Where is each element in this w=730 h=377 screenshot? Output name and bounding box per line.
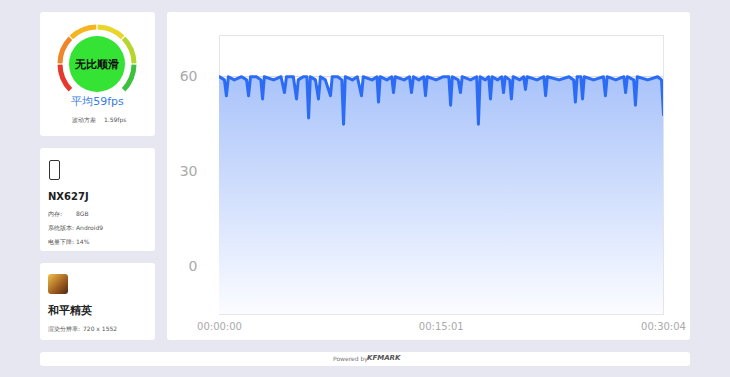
html-text:内存:: 内存:	[48, 210, 62, 217]
svg-text:00:00:00: 00:00:00	[197, 321, 242, 332]
svg-text:60: 60	[180, 68, 198, 84]
svg-text:00:30:04: 00:30:04	[641, 321, 686, 332]
svg-text:30: 30	[180, 163, 198, 179]
svg-text:00:15:01: 00:15:01	[419, 321, 464, 332]
html-text:和平精英: 和平精英	[48, 304, 92, 317]
html-text:1.59fps: 1.59fps	[104, 116, 127, 123]
html-text:系统版本: Android9: 系统版本: Android9	[48, 224, 103, 231]
svg-text:无比顺滑: 无比顺滑	[74, 58, 119, 71]
html-text:平均59fps: 平均59fps	[71, 95, 124, 108]
svg-text:0: 0	[189, 258, 198, 274]
html-text:波动方差: 波动方差	[72, 116, 96, 123]
html-text:电量下降: 14%: 电量下降: 14%	[48, 238, 90, 245]
html-text:NX627J: NX627J	[48, 191, 89, 202]
html-text:渲染分辨率:: 渲染分辨率:	[48, 325, 80, 332]
html-text:8GB: 8GB	[76, 210, 89, 217]
html-text:Powered by KFMARK: Powered by KFMARK	[333, 354, 401, 362]
html-text:720 x 1552: 720 x 1552	[83, 325, 118, 332]
